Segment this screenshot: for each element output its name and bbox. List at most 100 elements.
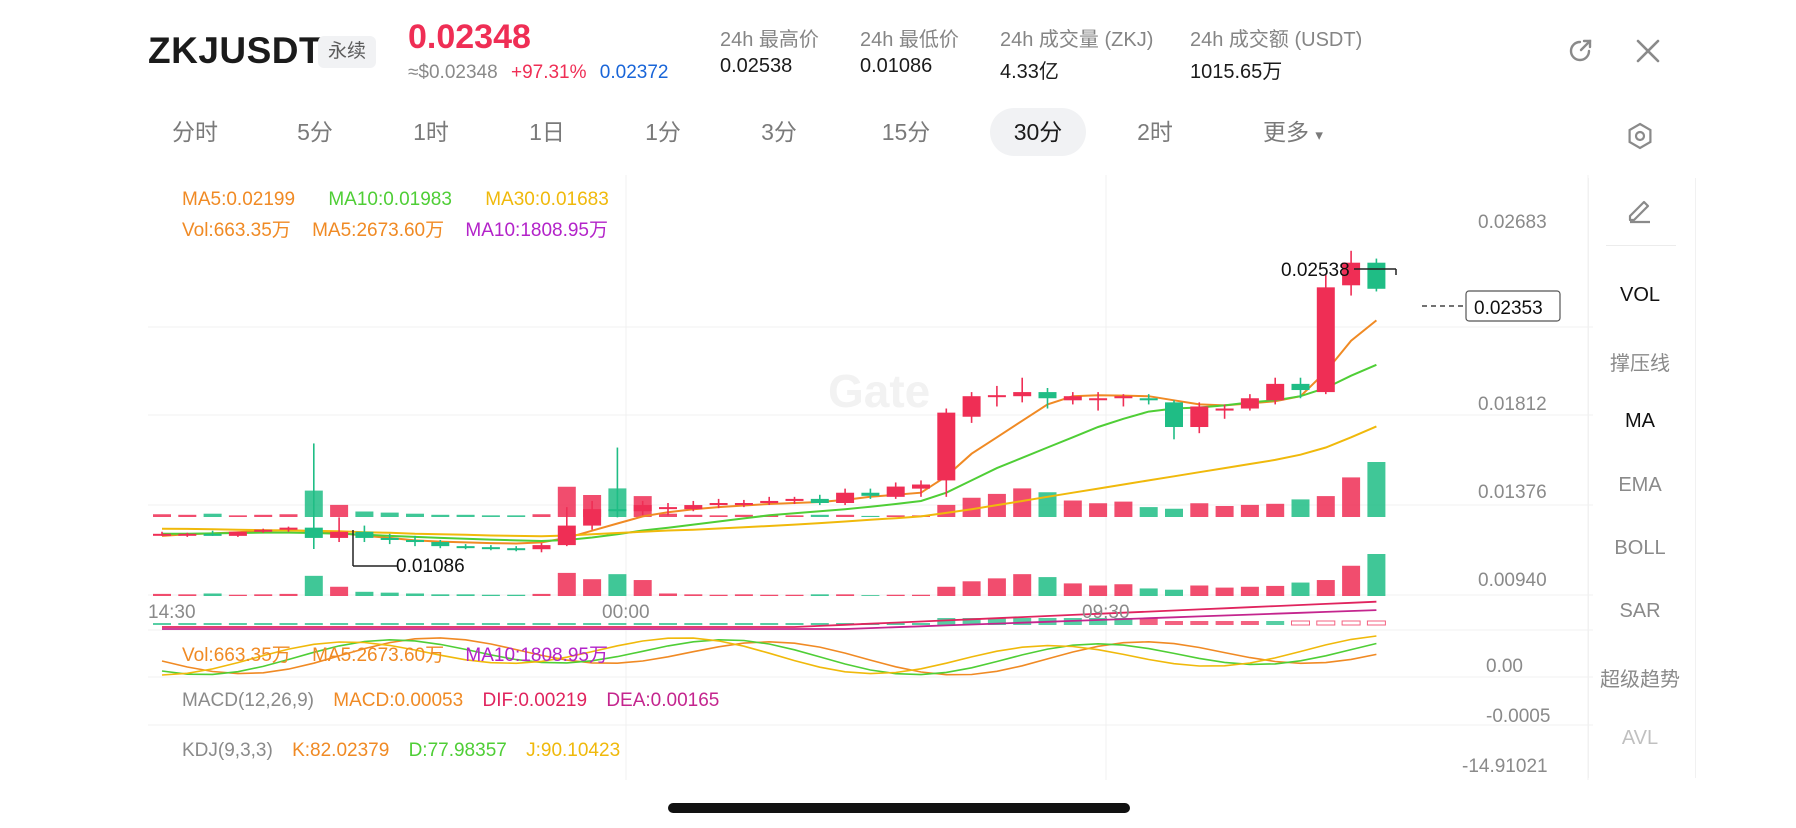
- macd-bar: [1013, 618, 1032, 625]
- sub-volume-bar: [583, 579, 602, 596]
- volume-bar: [1089, 503, 1108, 517]
- sub-volume-bar: [279, 593, 298, 596]
- tab-interval-line[interactable]: 分时: [172, 119, 218, 145]
- external-link-icon[interactable]: [1560, 31, 1600, 71]
- macd-bar: [153, 623, 171, 625]
- macd-bar: [1240, 621, 1259, 625]
- indicator-panel: [1588, 178, 1696, 778]
- sub-legend-ma10: MA10:1808.95万: [465, 645, 608, 666]
- sub-volume-bar: [406, 593, 424, 596]
- macd-axis-label: -0.0005: [1486, 706, 1550, 727]
- volume-bar: [1190, 503, 1209, 517]
- volume-bar: [709, 515, 728, 517]
- indicator-supertrend[interactable]: 超级趋势: [1600, 669, 1680, 691]
- sub-volume-bar: [507, 594, 526, 596]
- sub-volume-bar: [962, 581, 981, 596]
- macd-bar: [507, 623, 526, 625]
- macd-bar: [557, 623, 576, 625]
- tab-interval-more[interactable]: 更多 ▾: [1245, 108, 1341, 156]
- sub-volume-bar: [1342, 565, 1361, 596]
- sub-volume-bar: [1114, 584, 1133, 596]
- sub-volume-bar: [1165, 589, 1183, 596]
- sub-volume-legend: Vol:663.35万 MA5:2673.60万 MA10:1808.95万: [182, 640, 608, 667]
- candle-body: [836, 492, 855, 504]
- tab-interval-1h[interactable]: 1时: [413, 119, 449, 145]
- high-price-marker: 0.02538: [1281, 260, 1397, 281]
- indicator-support-resistance[interactable]: 撑压线: [1610, 353, 1670, 375]
- stat-label-turnover: 24h 成交额 (USDT): [1190, 29, 1363, 51]
- dif-value: DIF:0.00219: [482, 690, 588, 711]
- pencil-icon[interactable]: [1620, 190, 1660, 230]
- macd-bar: [1139, 618, 1158, 625]
- indicator-ema[interactable]: EMA: [1618, 474, 1662, 496]
- sub-volume-bar: [684, 594, 703, 596]
- indicator-boll[interactable]: BOLL: [1614, 537, 1666, 559]
- macd-bar: [734, 623, 753, 625]
- candle-body: [734, 503, 753, 506]
- indicator-sar[interactable]: SAR: [1619, 600, 1661, 622]
- candle-body: [203, 533, 222, 536]
- sub-volume-bar: [1013, 574, 1032, 596]
- candle-body: [481, 547, 500, 550]
- macd-bar: [912, 623, 930, 625]
- sub-volume-bar: [633, 580, 652, 596]
- macd-value: MACD:0.00053: [333, 690, 464, 711]
- tab-interval-2h[interactable]: 2时: [1137, 119, 1173, 145]
- macd-bar: [1316, 620, 1336, 626]
- candle-body: [456, 546, 475, 549]
- indicator-avl[interactable]: AVL: [1621, 727, 1659, 749]
- macd-bar: [279, 623, 298, 625]
- sub-volume-bar: [330, 586, 349, 596]
- sub-volume-bar: [1063, 583, 1082, 596]
- kdj-lines: [161, 635, 1377, 676]
- macd-bar: [1190, 621, 1209, 625]
- low-price-marker: 0.01086: [352, 530, 465, 577]
- price-axis-label: 0.02683: [1478, 212, 1547, 233]
- volume-bar: [1367, 462, 1386, 517]
- volume-bar: [481, 515, 500, 517]
- stat-value-high: 0.02538: [720, 55, 793, 77]
- close-icon[interactable]: [1628, 31, 1668, 71]
- price-subline: ≈$0.02348 +97.31% 0.02372: [408, 62, 676, 84]
- change-percent: +97.31%: [510, 62, 587, 83]
- candle-body: [1291, 383, 1310, 391]
- volume-bar: [1266, 503, 1285, 517]
- candle-body: [1114, 396, 1133, 399]
- kdj-line: [161, 638, 1377, 676]
- sub-volume-bar: [481, 594, 500, 596]
- candle-body: [785, 498, 804, 501]
- macd-bar: [178, 623, 197, 625]
- stat-value-turnover: 1015.65万: [1190, 61, 1283, 83]
- sub-volume-bar: [760, 594, 779, 596]
- indicator-vol[interactable]: VOL: [1619, 284, 1661, 306]
- macd-bar: [709, 623, 728, 625]
- tab-interval-1d[interactable]: 1日: [529, 119, 565, 145]
- macd-name: MACD(12,26,9): [182, 690, 314, 711]
- sub-volume-bar: [709, 594, 728, 596]
- dif-line: [162, 600, 1377, 628]
- volume-bar: [1165, 508, 1183, 517]
- volume-bar: [1215, 506, 1234, 517]
- tab-interval-3m[interactable]: 3分: [761, 119, 797, 145]
- candle-body: [633, 505, 652, 512]
- macd-bar: [583, 623, 602, 625]
- macd-bar: [406, 623, 424, 625]
- tab-interval-30m[interactable]: 30分: [990, 108, 1086, 156]
- macd-bar: [431, 623, 450, 625]
- macd-legend: MACD(12,26,9) MACD:0.00053 DIF:0.00219 D…: [182, 690, 719, 712]
- tab-interval-5m[interactable]: 5分: [297, 119, 333, 145]
- volume-bar: [684, 514, 703, 517]
- kline-chart[interactable]: Gate 0.02538 0.01086 0.02353 0.02683 0.0…: [148, 175, 1698, 785]
- ma-legend: MA5:0.02199 MA10:0.01983 MA30:0.01683: [182, 189, 609, 211]
- settings-hexagon-icon[interactable]: [1620, 116, 1660, 156]
- kdj-name: KDJ(9,3,3): [182, 740, 273, 761]
- candle-body: [380, 537, 399, 540]
- legend-vol-ma10: MA10:1808.95万: [465, 220, 608, 241]
- tab-interval-1m[interactable]: 1分: [645, 119, 681, 145]
- legend-ma10: MA10:0.01983: [328, 189, 452, 210]
- tab-interval-15m[interactable]: 15分: [881, 119, 931, 145]
- price-axis-label: 0.01812: [1478, 394, 1547, 415]
- indicator-ma[interactable]: MA: [1625, 410, 1655, 432]
- price-axis-label: 0.00940: [1478, 570, 1547, 591]
- macd-bar: [254, 623, 273, 625]
